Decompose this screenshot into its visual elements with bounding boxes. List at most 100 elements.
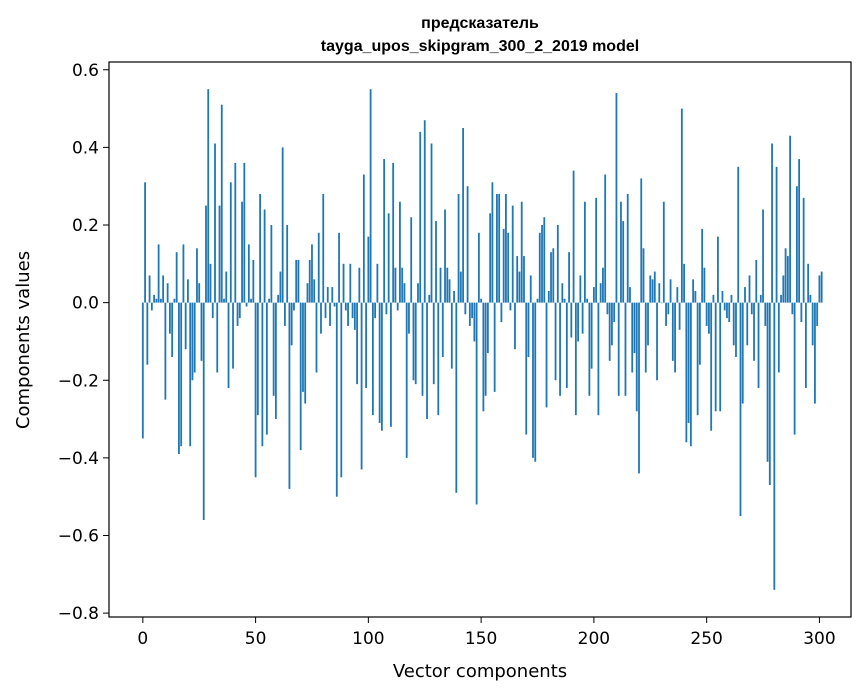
bar-component-28 <box>205 205 207 303</box>
y-tick-label: 0.0 <box>72 294 99 314</box>
bar-component-178 <box>543 217 546 303</box>
bar-component-227 <box>653 271 656 303</box>
bar-component-266 <box>741 302 744 404</box>
bar-component-129 <box>432 302 435 385</box>
bar-component-186 <box>561 283 564 303</box>
bar-component-218 <box>633 302 636 354</box>
bar-component-232 <box>665 302 667 326</box>
bar-component-257 <box>721 290 724 303</box>
bar-component-225 <box>649 275 652 303</box>
bar-component-102 <box>371 302 374 416</box>
bar-component-22 <box>191 302 194 381</box>
bar-component-163 <box>509 302 512 311</box>
bar-component-171 <box>527 302 530 357</box>
bar-component-126 <box>426 302 428 420</box>
bar-component-219 <box>635 302 638 412</box>
bar-component-265 <box>739 302 742 517</box>
bar-component-196 <box>583 201 586 303</box>
bar-component-224 <box>647 302 649 346</box>
bar-component-180 <box>547 290 550 303</box>
bar-component-254 <box>714 302 717 412</box>
y-tick-label: −0.6 <box>58 526 99 546</box>
bar-component-31 <box>211 302 214 319</box>
bar-component-199 <box>590 302 593 369</box>
bar-component-236 <box>674 302 676 373</box>
bar-component-80 <box>322 193 325 303</box>
bar-component-8 <box>159 298 162 303</box>
chart-subtitle: tayga_upos_skipgram_300_2_2019 model <box>321 38 639 55</box>
bar-component-50 <box>254 302 257 478</box>
bar-component-183 <box>554 302 557 381</box>
bar-component-210 <box>615 93 618 303</box>
bar-component-72 <box>304 302 307 404</box>
bar-component-121 <box>414 302 417 385</box>
bar-component-240 <box>683 263 685 303</box>
bar-component-14 <box>173 298 176 303</box>
bar-component-75 <box>311 244 313 303</box>
bar-component-16 <box>178 302 180 454</box>
bar-component-118 <box>408 302 410 334</box>
bar-component-207 <box>608 302 611 361</box>
bar-component-55 <box>265 302 268 435</box>
bar-component-40 <box>232 302 234 369</box>
bar-component-169 <box>523 256 525 303</box>
bar-component-109 <box>387 213 390 303</box>
bar-component-290 <box>795 186 798 303</box>
bar-component-285 <box>784 248 787 303</box>
bar-component-191 <box>572 170 575 303</box>
x-axis-ticks: 0 50 100 150 200 250 300 <box>137 617 836 649</box>
bar-component-211 <box>617 302 620 396</box>
bar-component-83 <box>329 302 331 326</box>
x-tick-label: 50 <box>245 629 267 649</box>
bar-component-192 <box>574 302 577 416</box>
bar-component-179 <box>545 302 548 408</box>
bar-component-244 <box>692 279 695 303</box>
bar-component-269 <box>748 275 751 303</box>
bar-component-209 <box>613 302 616 323</box>
bar-component-144 <box>466 186 469 303</box>
bar-component-119 <box>410 217 413 303</box>
bar-component-154 <box>489 213 492 303</box>
bar-component-153 <box>486 302 489 354</box>
bar-component-68 <box>295 259 298 303</box>
bar-component-91 <box>347 302 349 326</box>
bar-component-165 <box>514 302 516 350</box>
bar-component-130 <box>435 221 437 303</box>
bar-component-35 <box>220 104 223 303</box>
bar-component-69 <box>297 259 300 303</box>
x-axis-label: Vector components <box>393 661 567 682</box>
bar-component-256 <box>719 302 722 412</box>
bar-component-195 <box>581 302 584 334</box>
bar-component-262 <box>732 302 735 346</box>
bar-component-206 <box>606 302 609 315</box>
bar-component-214 <box>624 302 627 396</box>
x-tick-label: 300 <box>803 629 835 649</box>
bar-component-108 <box>385 302 388 315</box>
bar-component-203 <box>599 283 602 303</box>
bar-component-212 <box>620 201 622 303</box>
bar-component-301 <box>820 271 823 303</box>
bar-component-167 <box>518 271 521 303</box>
bar-component-237 <box>676 287 679 303</box>
bar-component-292 <box>800 302 803 323</box>
bar-component-107 <box>383 159 386 303</box>
bar-component-11 <box>166 283 169 303</box>
bar-component-188 <box>565 302 568 389</box>
bar-component-48 <box>250 298 252 303</box>
bar-component-59 <box>274 302 277 420</box>
bar-component-242 <box>687 302 690 423</box>
bar-component-168 <box>520 201 523 303</box>
bar-component-77 <box>315 302 318 373</box>
bar-component-101 <box>369 89 372 303</box>
bar-component-84 <box>331 287 334 303</box>
bar-component-228 <box>656 302 658 381</box>
bar-component-125 <box>423 120 426 303</box>
bar-component-141 <box>459 271 462 303</box>
bar-component-283 <box>780 294 782 303</box>
bar-component-147 <box>473 302 476 342</box>
bar-component-187 <box>563 298 566 303</box>
bar-component-200 <box>592 287 595 303</box>
bar-component-151 <box>482 302 485 412</box>
bar-component-250 <box>705 302 708 326</box>
bar-component-120 <box>412 302 415 381</box>
